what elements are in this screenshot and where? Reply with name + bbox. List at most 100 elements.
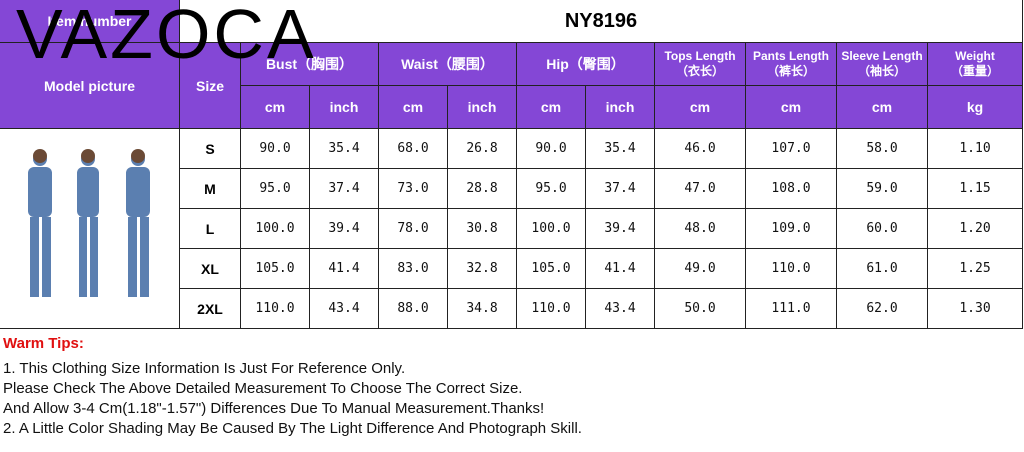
- value-cell: 34.8: [448, 289, 517, 329]
- cell-text: 90.0: [259, 141, 291, 156]
- cell-text: 73.0: [397, 181, 429, 196]
- logo: VAZOCA: [16, 0, 317, 73]
- value-cell: 1.10: [928, 129, 1023, 169]
- unit: inch: [310, 86, 379, 129]
- cell-text: 35.4: [604, 141, 636, 156]
- value-cell: 48.0: [655, 209, 746, 249]
- unit: cm: [837, 86, 928, 129]
- cell-text: 50.0: [684, 301, 716, 316]
- value-cell: 100.0: [517, 209, 586, 249]
- cell-text: cm: [871, 99, 893, 115]
- value-cell: 41.4: [310, 249, 379, 289]
- cell-text: （袖长）: [857, 64, 906, 78]
- picture-cell: [0, 129, 180, 329]
- cell-text: 37.4: [328, 181, 360, 196]
- cell-text: Size: [195, 77, 224, 94]
- cell-text: cm: [402, 99, 424, 115]
- cell-text: （重量）: [950, 64, 999, 78]
- column-header: Bust（胸围）: [241, 43, 379, 86]
- value-cell: 47.0: [655, 169, 746, 209]
- cell-text: 30.8: [466, 221, 498, 236]
- unit: cm: [517, 86, 586, 129]
- value-cell: 32.8: [448, 249, 517, 289]
- cell-text: Weight: [955, 49, 995, 63]
- cell-text: 46.0: [684, 141, 716, 156]
- value-cell: 95.0: [517, 169, 586, 209]
- cell-text: Bust（胸围）: [265, 56, 354, 72]
- unit: inch: [448, 86, 517, 129]
- value-cell: 109.0: [746, 209, 837, 249]
- cell-text: 109.0: [771, 221, 811, 236]
- cell-text: 39.4: [328, 221, 360, 236]
- column-header: Hip（臀围）: [517, 43, 655, 86]
- cell-text: 107.0: [771, 141, 811, 156]
- value-cell: 78.0: [379, 209, 448, 249]
- column-header: Weight （重量）: [928, 43, 1023, 86]
- cell-text: 78.0: [397, 221, 429, 236]
- model-picture-label: Model picture: [0, 43, 180, 129]
- item-number-label: Item number: [0, 0, 180, 43]
- size-label: Size: [180, 43, 241, 129]
- cell-text: Model picture: [43, 77, 135, 94]
- value-cell: 39.4: [310, 209, 379, 249]
- column-header: Pants Length （裤长）: [746, 43, 837, 86]
- value-cell: 35.4: [310, 129, 379, 169]
- value-cell: 61.0: [837, 249, 928, 289]
- value-cell: 105.0: [241, 249, 310, 289]
- value-cell: 50.0: [655, 289, 746, 329]
- column-header: Tops Length （衣长）: [655, 43, 746, 86]
- value-cell: 1.20: [928, 209, 1023, 249]
- cell-text: 41.4: [328, 261, 360, 276]
- cell-text: 41.4: [604, 261, 636, 276]
- value-cell: 1.15: [928, 169, 1023, 209]
- cell-text: cm: [264, 99, 286, 115]
- cell-text: 28.8: [466, 181, 498, 196]
- cell-text: kg: [966, 99, 984, 115]
- cell-text: （裤长）: [766, 64, 815, 78]
- cell-text: 110.0: [531, 301, 571, 316]
- unit: inch: [586, 86, 655, 129]
- size-cell: XL: [180, 249, 241, 289]
- value-cell: 60.0: [837, 209, 928, 249]
- cell-text: cm: [780, 99, 802, 115]
- value-cell: 108.0: [746, 169, 837, 209]
- value-cell: 49.0: [655, 249, 746, 289]
- value-cell: 68.0: [379, 129, 448, 169]
- cell-text: 34.8: [466, 301, 498, 316]
- cell-text: 2XL: [197, 300, 223, 317]
- cell-text: 111.0: [771, 301, 811, 316]
- size-cell: S: [180, 129, 241, 169]
- value-cell: 90.0: [517, 129, 586, 169]
- tip-line: 1. This Clothing Size Information Is Jus…: [3, 360, 406, 377]
- item-number: NY8196: [180, 0, 1023, 43]
- cell-text: Pants Length: [752, 49, 829, 63]
- cell-text: 83.0: [397, 261, 429, 276]
- cell-text: 1.15: [959, 181, 991, 196]
- size-cell: L: [180, 209, 241, 249]
- value-cell: 73.0: [379, 169, 448, 209]
- cell-text: 47.0: [684, 181, 716, 196]
- value-cell: 59.0: [837, 169, 928, 209]
- cell-text: 95.0: [259, 181, 291, 196]
- cell-text: M: [204, 180, 216, 197]
- value-cell: 107.0: [746, 129, 837, 169]
- cell-text: 26.8: [466, 141, 498, 156]
- cell-text: 1.10: [959, 141, 991, 156]
- unit: cm: [379, 86, 448, 129]
- unit: cm: [241, 86, 310, 129]
- cell-text: 60.0: [866, 221, 898, 236]
- unit: cm: [746, 86, 837, 129]
- cell-text: 1.30: [959, 301, 991, 316]
- value-cell: 83.0: [379, 249, 448, 289]
- value-cell: 90.0: [241, 129, 310, 169]
- value-cell: 43.4: [310, 289, 379, 329]
- column-header: Sleeve Length （袖长）: [837, 43, 928, 86]
- cell-text: 59.0: [866, 181, 898, 196]
- value-cell: 95.0: [241, 169, 310, 209]
- cell-text: 108.0: [771, 181, 811, 196]
- value-cell: 1.30: [928, 289, 1023, 329]
- cell-text: 88.0: [397, 301, 429, 316]
- unit: kg: [928, 86, 1023, 129]
- cell-text: 48.0: [684, 221, 716, 236]
